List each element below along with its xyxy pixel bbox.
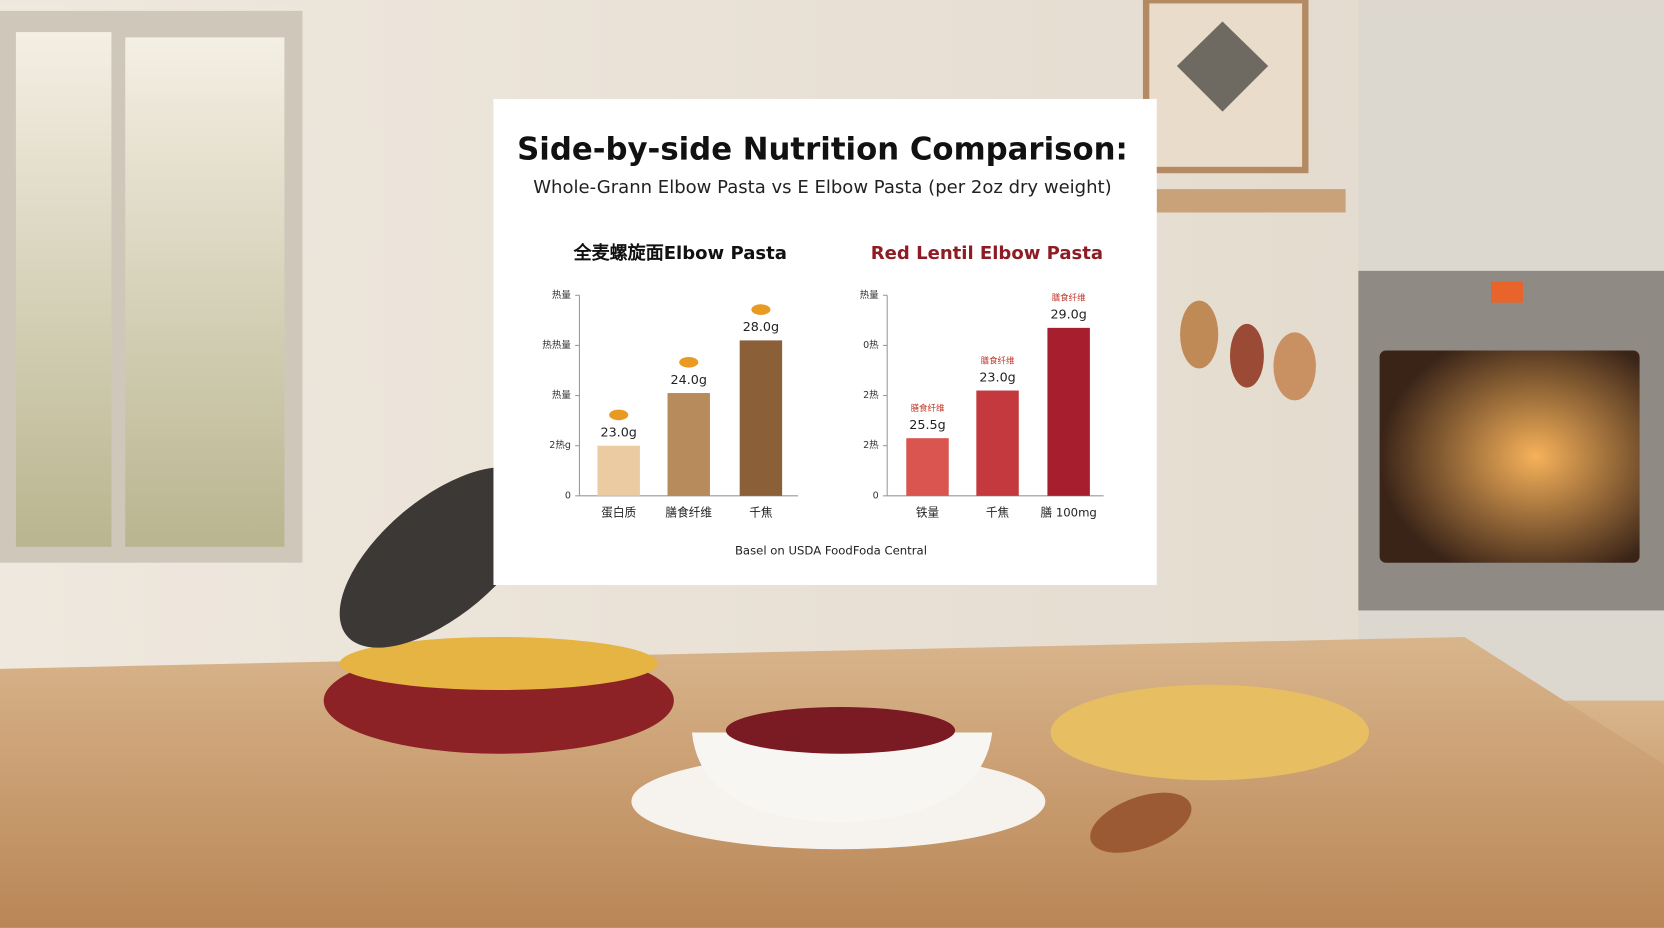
shelf [1156,189,1346,213]
bar-tag: 膳食纤维 [911,403,945,413]
oven-display [1491,281,1523,303]
y-tick-label: 0 [873,490,879,501]
bar-marker [679,356,699,368]
bowl [691,732,993,823]
chart-title: Red Lentil Elbow Pasta [871,243,1103,264]
y-tick-label: 0 [565,490,571,501]
x-tick-label: 铁量 [916,505,940,519]
bar [739,340,783,496]
spoon [1229,323,1264,388]
y-tick-label: 0热 [863,339,879,351]
bar [906,438,949,496]
bar-tag: 膳食纤维 [981,355,1015,365]
y-tick-label: 2热 [863,439,879,451]
bar [597,445,640,496]
y-tick-label: 2热 [863,389,879,401]
beans [725,707,956,754]
bar-annotation: 25.5g [909,418,945,433]
y-tick-label: 热量 [552,289,572,301]
main-title: Side-by-side Nutrition Comparison: [517,131,1128,167]
bar [667,393,710,496]
y-tick-label: 热量 [552,389,572,401]
x-tick-label: 膳食纤维 [665,505,712,519]
wall-art [1142,0,1309,174]
x-tick-label: 千焦 [986,505,1010,519]
oven-window [1379,350,1640,563]
source-note: Basel on USDA FoodFoda Central [735,544,927,558]
bar-annotation: 24.0g [671,373,707,388]
window-pane [125,37,285,547]
bar [976,390,1019,496]
x-tick-label: 千焦 [749,505,773,519]
window-pane [15,32,112,547]
bar-tag: 膳食纤维 [1052,293,1086,303]
fusilli [1050,684,1369,781]
wood-spoon [1090,792,1192,853]
bar-marker [751,304,771,315]
bar-annotation: 23.0g [979,370,1015,385]
pasta [339,636,658,691]
y-tick-label: 热热量 [542,339,571,351]
subtitle: Whole-Grann Elbow Pasta vs E Elbow Pasta… [533,177,1111,198]
spoon [1180,300,1219,369]
bar-annotation: 23.0g [600,425,636,440]
bar-annotation: 28.0g [743,320,779,335]
spoon [1273,332,1316,401]
y-tick-label: 热量 [860,289,880,301]
bar [1047,327,1090,496]
bar-annotation: 29.0g [1050,308,1086,323]
chart-card [493,98,1157,585]
wall-art-shape [1176,21,1269,112]
y-tick-label: 2热g [549,439,571,451]
pan-lid [339,467,542,648]
chart-title: 全麦螺旋面Elbow Pasta [573,242,787,264]
x-tick-label: 蛋白质 [601,505,636,519]
x-tick-label: 膳 100mg [1040,505,1096,519]
bar-marker [609,409,629,421]
